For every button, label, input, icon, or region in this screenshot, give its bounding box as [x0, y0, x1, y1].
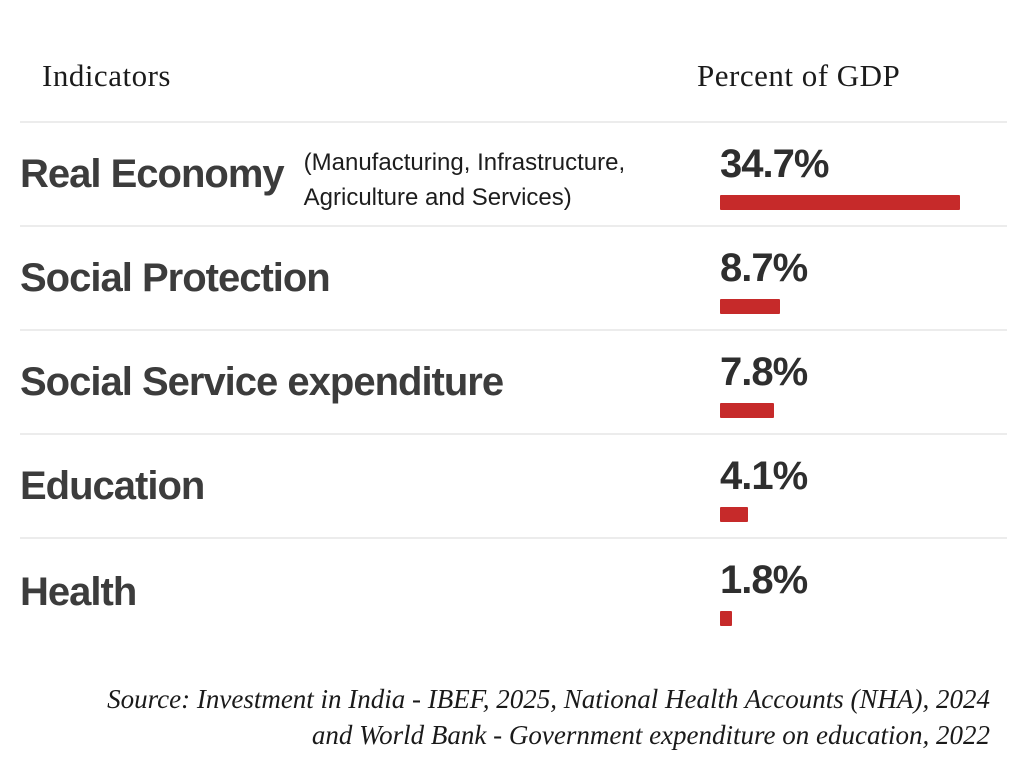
source-line-1: Source: Investment in India - IBEF, 2025… — [107, 684, 990, 714]
table-row-social-protection: Social Protection 8.7% — [20, 227, 1007, 331]
table-row-real-economy: Real Economy (Manufacturing, Infrastruct… — [20, 123, 1007, 227]
source-line-2: and World Bank - Government expenditure … — [311, 720, 990, 750]
percent-value: 1.8% — [720, 558, 808, 602]
bar-real-economy — [720, 195, 960, 210]
bar-education — [720, 507, 748, 522]
row-label: Social Service expenditure — [20, 359, 504, 404]
table-header: Indicators Percent of GDP — [20, 0, 1007, 123]
row-label: Social Protection — [20, 255, 331, 300]
bar-social-service-expenditure — [720, 403, 774, 418]
table-row-education: Education 4.1% — [20, 435, 1007, 539]
percent-value: 34.7% — [720, 142, 829, 186]
row-label: Health — [20, 569, 137, 614]
percent-value: 7.8% — [720, 350, 808, 394]
bar-health — [720, 611, 732, 626]
source-citation: Source: Investment in India - IBEF, 2025… — [0, 681, 1018, 753]
percent-value: 4.1% — [720, 454, 808, 498]
percent-value: 8.7% — [720, 246, 808, 290]
row-label: Real Economy — [20, 151, 285, 196]
row-description: (Manufacturing, Infrastructure, Agricult… — [303, 149, 626, 211]
bar-social-protection — [720, 299, 780, 314]
indicator-rows: Real Economy (Manufacturing, Infrastruct… — [20, 123, 1007, 645]
column-header-percent-of-gdp: Percent of GDP — [697, 58, 901, 93]
table-row-health: Health 1.8% — [20, 539, 1007, 645]
table-row-social-service-expenditure: Social Service expenditure 7.8% — [20, 331, 1007, 435]
row-label: Education — [20, 463, 205, 508]
column-header-indicators: Indicators — [42, 58, 171, 93]
